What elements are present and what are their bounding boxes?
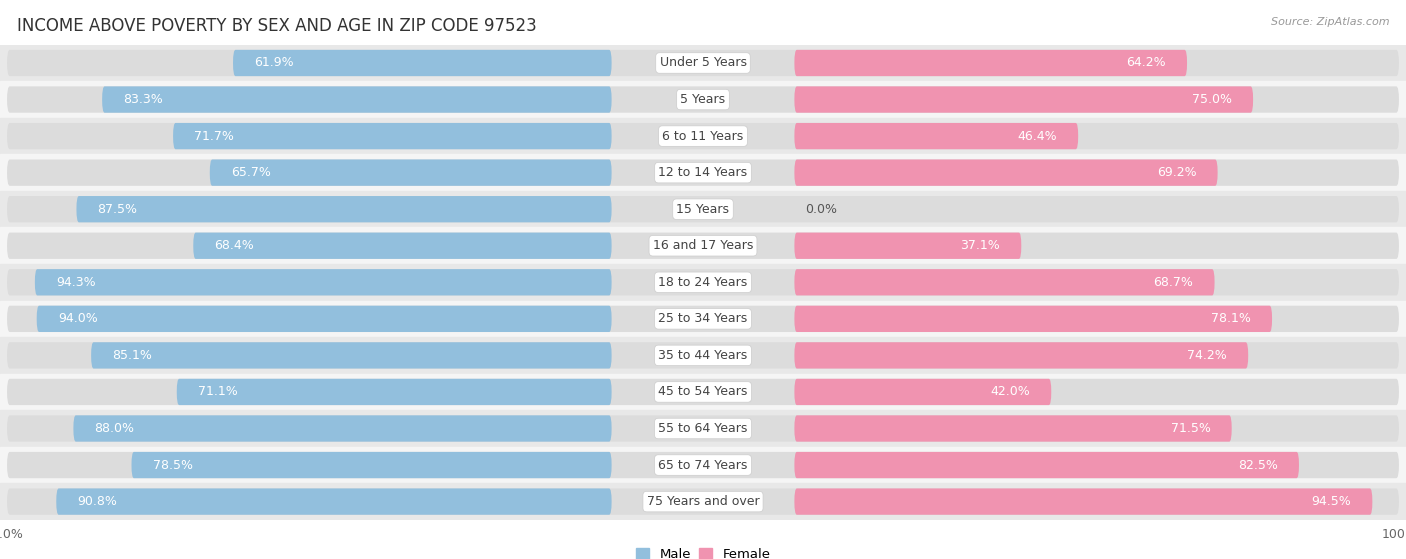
FancyBboxPatch shape (7, 233, 1399, 259)
FancyBboxPatch shape (173, 123, 612, 149)
Text: 68.7%: 68.7% (1153, 276, 1194, 289)
FancyBboxPatch shape (794, 269, 1215, 296)
Bar (0, 337, 1406, 373)
FancyBboxPatch shape (794, 415, 1232, 442)
Text: 12 to 14 Years: 12 to 14 Years (658, 166, 748, 179)
Bar (0, 447, 1406, 484)
Text: 90.8%: 90.8% (77, 495, 117, 508)
FancyBboxPatch shape (794, 452, 1299, 478)
Text: INCOME ABOVE POVERTY BY SEX AND AGE IN ZIP CODE 97523: INCOME ABOVE POVERTY BY SEX AND AGE IN Z… (17, 17, 537, 35)
Text: 64.2%: 64.2% (1126, 56, 1166, 69)
Text: 37.1%: 37.1% (960, 239, 1000, 252)
FancyBboxPatch shape (103, 87, 612, 113)
Text: 94.5%: 94.5% (1312, 495, 1351, 508)
Bar (0, 154, 1406, 191)
FancyBboxPatch shape (76, 196, 612, 222)
Text: 85.1%: 85.1% (112, 349, 152, 362)
FancyBboxPatch shape (132, 452, 612, 478)
Bar (0, 264, 1406, 301)
FancyBboxPatch shape (37, 306, 612, 332)
FancyBboxPatch shape (35, 269, 612, 296)
FancyBboxPatch shape (794, 123, 1078, 149)
Text: 0.0%: 0.0% (806, 203, 837, 216)
FancyBboxPatch shape (73, 415, 612, 442)
Text: 5 Years: 5 Years (681, 93, 725, 106)
FancyBboxPatch shape (7, 415, 1399, 442)
Bar (0, 45, 1406, 81)
Text: 46.4%: 46.4% (1018, 130, 1057, 143)
Legend: Male, Female: Male, Female (636, 548, 770, 559)
Text: 55 to 64 Years: 55 to 64 Years (658, 422, 748, 435)
Text: Under 5 Years: Under 5 Years (659, 56, 747, 69)
FancyBboxPatch shape (7, 342, 1399, 368)
Text: 18 to 24 Years: 18 to 24 Years (658, 276, 748, 289)
FancyBboxPatch shape (794, 50, 1187, 76)
Text: 16 and 17 Years: 16 and 17 Years (652, 239, 754, 252)
Bar (0, 81, 1406, 118)
FancyBboxPatch shape (7, 306, 1399, 332)
Text: 75 Years and over: 75 Years and over (647, 495, 759, 508)
Text: Source: ZipAtlas.com: Source: ZipAtlas.com (1271, 17, 1389, 27)
Text: 87.5%: 87.5% (97, 203, 138, 216)
FancyBboxPatch shape (7, 50, 1399, 76)
FancyBboxPatch shape (794, 379, 1052, 405)
FancyBboxPatch shape (794, 306, 1272, 332)
FancyBboxPatch shape (7, 379, 1399, 405)
Text: 78.5%: 78.5% (153, 458, 193, 472)
FancyBboxPatch shape (91, 342, 612, 368)
Bar (0, 301, 1406, 337)
Text: 25 to 34 Years: 25 to 34 Years (658, 312, 748, 325)
Bar (0, 191, 1406, 228)
Text: 82.5%: 82.5% (1239, 458, 1278, 472)
FancyBboxPatch shape (7, 123, 1399, 149)
Bar (0, 373, 1406, 410)
FancyBboxPatch shape (7, 196, 1399, 222)
Text: 94.3%: 94.3% (56, 276, 96, 289)
Text: 65 to 74 Years: 65 to 74 Years (658, 458, 748, 472)
FancyBboxPatch shape (794, 342, 1249, 368)
Text: 61.9%: 61.9% (254, 56, 294, 69)
FancyBboxPatch shape (7, 87, 1399, 113)
Text: 88.0%: 88.0% (94, 422, 135, 435)
Text: 78.1%: 78.1% (1211, 312, 1251, 325)
Text: 71.1%: 71.1% (198, 386, 238, 399)
Text: 71.7%: 71.7% (194, 130, 233, 143)
Text: 75.0%: 75.0% (1192, 93, 1232, 106)
FancyBboxPatch shape (794, 159, 1218, 186)
Text: 71.5%: 71.5% (1171, 422, 1211, 435)
Text: 68.4%: 68.4% (214, 239, 254, 252)
FancyBboxPatch shape (56, 489, 612, 515)
Bar (0, 118, 1406, 154)
Text: 83.3%: 83.3% (124, 93, 163, 106)
Text: 35 to 44 Years: 35 to 44 Years (658, 349, 748, 362)
FancyBboxPatch shape (794, 87, 1253, 113)
Bar (0, 484, 1406, 520)
Text: 74.2%: 74.2% (1187, 349, 1227, 362)
Text: 69.2%: 69.2% (1157, 166, 1197, 179)
FancyBboxPatch shape (193, 233, 612, 259)
FancyBboxPatch shape (209, 159, 612, 186)
FancyBboxPatch shape (7, 269, 1399, 296)
Bar (0, 228, 1406, 264)
Bar (0, 410, 1406, 447)
Text: 94.0%: 94.0% (58, 312, 97, 325)
Text: 42.0%: 42.0% (990, 386, 1031, 399)
Text: 15 Years: 15 Years (676, 203, 730, 216)
Text: 6 to 11 Years: 6 to 11 Years (662, 130, 744, 143)
FancyBboxPatch shape (233, 50, 612, 76)
FancyBboxPatch shape (794, 489, 1372, 515)
FancyBboxPatch shape (177, 379, 612, 405)
FancyBboxPatch shape (794, 233, 1021, 259)
FancyBboxPatch shape (7, 452, 1399, 478)
FancyBboxPatch shape (7, 489, 1399, 515)
Text: 45 to 54 Years: 45 to 54 Years (658, 386, 748, 399)
Text: 65.7%: 65.7% (231, 166, 271, 179)
FancyBboxPatch shape (7, 159, 1399, 186)
